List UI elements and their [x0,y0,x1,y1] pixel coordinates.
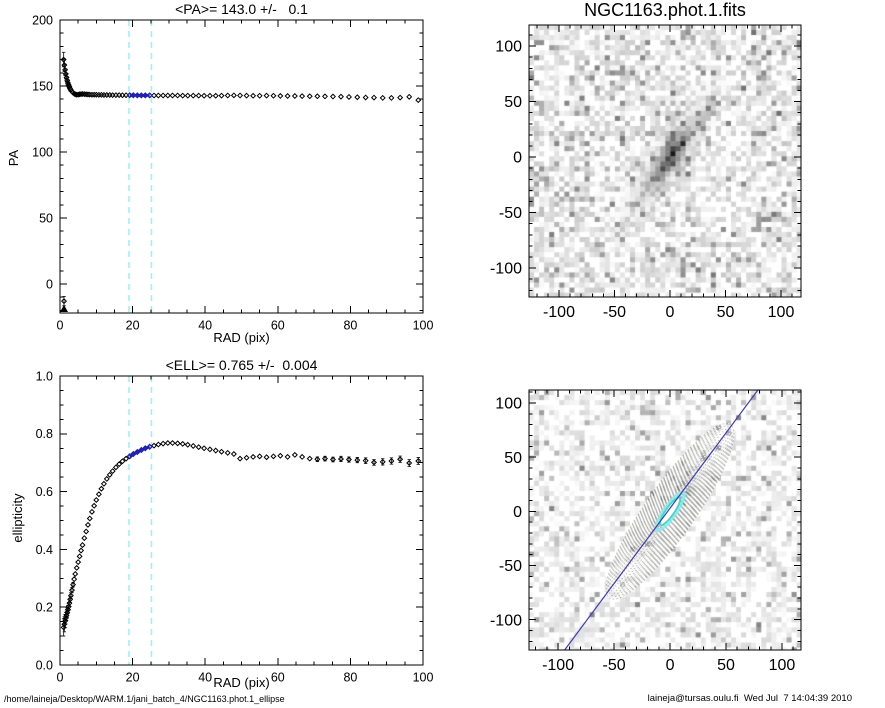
svg-text:150: 150 [32,79,53,93]
svg-text:0.6: 0.6 [36,485,53,499]
svg-text:-100: -100 [490,612,522,629]
svg-text:0: 0 [666,304,675,321]
svg-text:50: 50 [717,304,735,321]
svg-text:-50: -50 [603,657,626,674]
output-file-path: /home/laineja/Desktop/WARM.1/jani_batch_… [4,694,285,704]
svg-text:0.8: 0.8 [36,427,53,441]
svg-text:100: 100 [769,657,796,674]
svg-text:0.4: 0.4 [36,543,53,557]
svg-text:50: 50 [504,450,522,467]
svg-text:100: 100 [32,145,53,159]
svg-text:0.2: 0.2 [36,601,53,615]
svg-text:0: 0 [513,504,522,521]
svg-text:1.0: 1.0 [36,369,53,383]
ell-x-axis-label: RAD (pix) [213,675,270,690]
svg-text:50: 50 [39,211,53,225]
svg-text:0: 0 [513,150,522,167]
galaxy-image-canvas [529,25,801,297]
svg-text:-50: -50 [603,304,626,321]
svg-text:0: 0 [46,277,53,291]
svg-text:-100: -100 [543,304,575,321]
svg-text:-100: -100 [542,657,574,674]
fits-image-title: NGC1163.phot.1.fits [584,0,746,20]
pa-x-axis-label: RAD (pix) [213,330,270,345]
pa-plot-title: <PA>= 143.0 +/- 0.1 [175,1,308,17]
svg-text:0.0: 0.0 [36,658,53,672]
svg-text:100: 100 [495,396,522,413]
user-timestamp: laineja@tursas.oulu.fi Wed Jul 7 14:04:3… [647,693,852,704]
svg-text:0: 0 [666,657,675,674]
svg-text:100: 100 [495,39,522,56]
svg-text:-50: -50 [499,558,522,575]
pa-y-axis-label: PA [6,149,21,167]
ell-y-axis-label: ellipticity [10,493,25,543]
svg-text:100: 100 [768,304,795,321]
svg-text:50: 50 [504,94,522,111]
ellipse-fit-image-canvas [529,390,801,650]
svg-text:50: 50 [717,657,735,674]
svg-text:-50: -50 [499,205,522,222]
ell-plot-title: <ELL>= 0.765 +/- 0.004 [165,357,318,373]
svg-text:-100: -100 [490,261,522,278]
svg-text:200: 200 [32,13,53,27]
